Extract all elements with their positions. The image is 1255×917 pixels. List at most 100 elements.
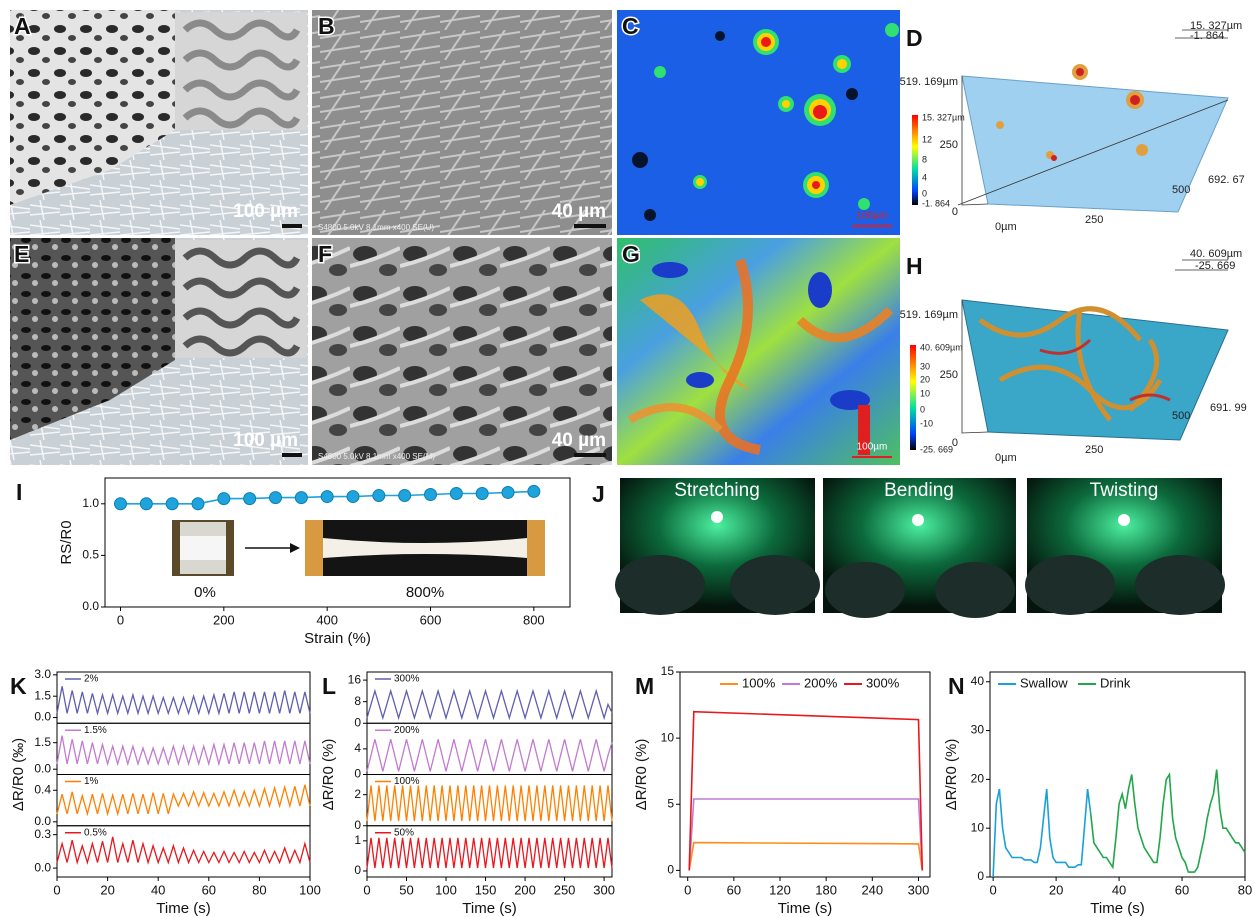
panel-label: F bbox=[318, 241, 332, 267]
photo-label: Stretching bbox=[674, 480, 760, 501]
x-tick-label: 240 bbox=[861, 882, 883, 897]
scale-bar-label: 100µm bbox=[857, 211, 888, 222]
data-point bbox=[347, 491, 359, 503]
panel-label: L bbox=[322, 673, 336, 699]
x-tick-label: 250 bbox=[554, 882, 576, 897]
panel-label: I bbox=[16, 479, 22, 505]
y-tick-label: 1.5 bbox=[34, 735, 51, 749]
axis-text: 250 bbox=[940, 369, 958, 381]
y-tick-label: 1.0 bbox=[82, 496, 99, 510]
x-tick-label: 40 bbox=[151, 882, 165, 897]
axis-text: 250 bbox=[1085, 444, 1103, 456]
y-tick-label: 0.3 bbox=[34, 827, 51, 841]
legend-label: 200% bbox=[394, 725, 420, 736]
axis-text: 0µm bbox=[995, 452, 1017, 464]
colorbar-label: 30 bbox=[920, 361, 930, 371]
x-tick-label: 50 bbox=[399, 882, 413, 897]
data-line bbox=[367, 785, 612, 821]
panel-label: C bbox=[622, 13, 639, 39]
data-line bbox=[1091, 770, 1245, 873]
annotation: 0% bbox=[194, 584, 216, 601]
data-line bbox=[367, 691, 612, 718]
y-tick-label: 0 bbox=[354, 715, 361, 729]
axis-text: 250 bbox=[1085, 214, 1103, 226]
colorbar-label: 10 bbox=[920, 388, 930, 398]
axis-text: -25. 669 bbox=[1195, 260, 1235, 272]
x-tick-label: 60 bbox=[727, 882, 741, 897]
y-tick-label: 0.0 bbox=[34, 710, 51, 724]
data-point bbox=[218, 493, 230, 505]
panel-d: 15. 327µm 12 8 4 0 -1. 864 D 15. 327µm -… bbox=[900, 20, 1245, 233]
colorbar-label: 0 bbox=[922, 188, 927, 198]
axis-text: 519. 169µm bbox=[900, 76, 958, 88]
x-axis-label: Time (s) bbox=[1090, 900, 1144, 917]
scale-bar-label: 40 µm bbox=[552, 430, 606, 451]
x-tick-label: 40 bbox=[1112, 882, 1126, 897]
data-point bbox=[373, 490, 385, 502]
colorbar-label: -10 bbox=[920, 418, 933, 428]
x-tick-label: 80 bbox=[252, 882, 266, 897]
y-tick-label: 1.5 bbox=[34, 688, 51, 702]
legend-label: 50% bbox=[394, 827, 414, 838]
y-tick-label: 0 bbox=[354, 818, 361, 832]
colorbar-label: 0 bbox=[920, 404, 925, 414]
x-axis-label: Time (s) bbox=[778, 900, 832, 917]
scale-bar bbox=[574, 224, 606, 228]
data-line bbox=[689, 799, 922, 870]
data-line bbox=[57, 686, 310, 713]
data-line bbox=[367, 838, 612, 868]
y-axis-label: ΔR/R0 (%) bbox=[943, 739, 960, 811]
y-tick-label: 0.0 bbox=[34, 860, 51, 874]
panel-label: M bbox=[635, 673, 654, 699]
y-tick-label: 0.5 bbox=[82, 548, 99, 562]
panel-g: G 100µm bbox=[617, 238, 900, 465]
data-point bbox=[425, 489, 437, 501]
legend-label: 300% bbox=[394, 674, 420, 685]
axis-text: 40. 609µm bbox=[1190, 248, 1242, 260]
panel-e: E 100 µm bbox=[10, 238, 308, 465]
y-tick-label: 0.0 bbox=[82, 599, 99, 613]
x-tick-label: 200 bbox=[213, 612, 235, 627]
x-tick-label: 100 bbox=[299, 882, 321, 897]
data-point bbox=[166, 498, 178, 510]
panel-b: B 40 µm S4800 5.0kV 8.1mm x400 SE(U) bbox=[312, 10, 612, 235]
legend-label: 100% bbox=[394, 776, 420, 787]
data-line bbox=[367, 739, 612, 771]
legend-label: 1.5% bbox=[84, 725, 107, 736]
x-tick-label: 0 bbox=[363, 882, 370, 897]
colorbar-label: 40. 609µm bbox=[920, 342, 963, 352]
y-tick-label: 10 bbox=[971, 820, 985, 834]
legend-label: 2% bbox=[84, 674, 99, 685]
sem-footer: S4800 5.0kV 8.1mm x400 SE(M) bbox=[318, 452, 435, 461]
plot-frame bbox=[990, 672, 1245, 877]
plot-frame bbox=[680, 672, 930, 877]
panel-a: A 100 µm bbox=[10, 10, 308, 235]
x-tick-label: 60 bbox=[202, 882, 216, 897]
scale-bar bbox=[574, 453, 606, 457]
colorbar-label: 4 bbox=[922, 172, 927, 182]
colorbar-label: -1. 864 bbox=[922, 198, 950, 208]
legend-label: 0.5% bbox=[84, 827, 107, 838]
x-tick-label: 300 bbox=[593, 882, 615, 897]
x-axis-label: Time (s) bbox=[156, 900, 210, 917]
axis-text: 0 bbox=[952, 437, 958, 449]
panel-label: E bbox=[14, 241, 29, 267]
panel-h: 40. 609µm 30 20 10 0 -10 -25. 669 H 40. … bbox=[900, 248, 1247, 464]
data-point bbox=[450, 487, 462, 499]
x-tick-label: 60 bbox=[1175, 882, 1189, 897]
scale-bar-label: 40 µm bbox=[552, 201, 606, 222]
axis-text: 500 bbox=[1172, 410, 1190, 422]
y-tick-label: 16 bbox=[348, 672, 362, 686]
data-line bbox=[689, 843, 922, 871]
inset-photos bbox=[172, 520, 545, 576]
y-tick-label: 8 bbox=[354, 694, 361, 708]
x-tick-label: 150 bbox=[475, 882, 497, 897]
data-point bbox=[295, 492, 307, 504]
y-tick-label: 0.4 bbox=[34, 782, 51, 796]
y-axis-label: ΔR/R0 (%) bbox=[320, 739, 337, 811]
panel-label: N bbox=[948, 673, 965, 699]
data-point bbox=[528, 485, 540, 497]
photo-label: Twisting bbox=[1090, 480, 1159, 501]
panel-label: A bbox=[14, 13, 31, 39]
data-line bbox=[689, 712, 922, 871]
